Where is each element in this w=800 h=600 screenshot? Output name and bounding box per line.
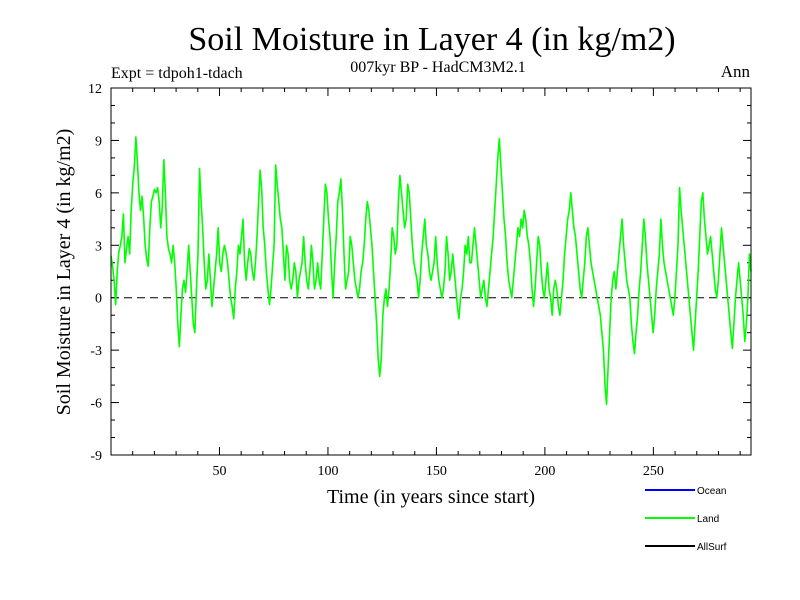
- y-tick-label: 3: [95, 239, 102, 254]
- experiment-label: Expt = tdpoh1-tdach: [111, 65, 243, 82]
- y-tick-label: 6: [95, 187, 102, 202]
- x-tick-label: 200: [534, 464, 555, 479]
- legend-allsurf-label: AllSurf: [697, 542, 727, 553]
- y-tick-label: 0: [95, 292, 102, 307]
- period-label: Ann: [721, 62, 751, 81]
- chart-subtitle: 007kyr BP - HadCM3M2.1: [350, 59, 525, 76]
- x-axis-label: Time (in years since start): [327, 486, 535, 508]
- x-tick-label: 150: [426, 464, 447, 479]
- y-tick-label: -9: [90, 449, 102, 464]
- legend-ocean-label: Ocean: [697, 486, 726, 497]
- x-tick-label: 100: [317, 464, 338, 479]
- y-tick-label: 9: [95, 134, 102, 149]
- plot-area: -9 -6 -3 0 3 6 9 12 50 100 150 200 250: [88, 82, 752, 479]
- series-line-land: [110, 136, 752, 406]
- legend-land-label: Land: [697, 514, 719, 525]
- y-axis-label: Soil Moisture in Layer 4 (in kg/m2): [53, 129, 75, 416]
- chart-title: Soil Moisture in Layer 4 (in kg/m2): [188, 21, 675, 58]
- x-tick-label: 50: [212, 464, 226, 479]
- legend: Ocean Land AllSurf: [645, 486, 727, 553]
- x-tick-label: 250: [643, 464, 664, 479]
- plot-frame: [110, 87, 752, 456]
- y-tick-label: -3: [90, 344, 102, 359]
- y-tick-label: -6: [90, 397, 102, 412]
- y-tick-label: 12: [88, 82, 102, 97]
